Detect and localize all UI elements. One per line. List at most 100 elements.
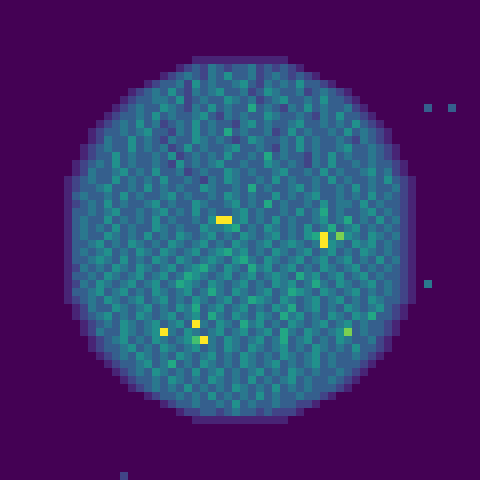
cell: [112, 400, 121, 409]
cell: [448, 440, 457, 449]
cell: [392, 328, 401, 337]
cell: [112, 176, 121, 185]
cell: [408, 256, 417, 265]
cell: [192, 208, 201, 217]
cell: [200, 400, 209, 409]
cell: [376, 96, 385, 105]
cell: [424, 272, 433, 281]
cell: [416, 120, 425, 129]
cell: [448, 280, 457, 289]
cell: [160, 168, 169, 177]
cell: [336, 136, 345, 145]
cell: [344, 208, 353, 217]
cell: [392, 40, 401, 49]
cell: [184, 408, 193, 417]
cell: [280, 328, 289, 337]
cell: [240, 376, 249, 385]
cell: [232, 288, 241, 297]
cell: [272, 456, 281, 465]
cell: [24, 288, 33, 297]
cell: [400, 304, 409, 313]
cell: [40, 360, 49, 369]
cell: [464, 336, 473, 345]
cell: [408, 288, 417, 297]
cell: [144, 456, 153, 465]
cell: [264, 344, 273, 353]
cell: [216, 136, 225, 145]
cell: [96, 224, 105, 233]
cell: [464, 24, 473, 33]
cell: [376, 360, 385, 369]
cell: [248, 112, 257, 121]
cell: [200, 184, 209, 193]
cell: [376, 152, 385, 161]
cell: [80, 264, 89, 273]
cell: [32, 384, 41, 393]
cell: [176, 264, 185, 273]
cell: [288, 64, 297, 73]
cell: [408, 200, 417, 209]
cell: [232, 376, 241, 385]
cell: [16, 464, 25, 473]
cell: [16, 272, 25, 281]
cell: [416, 344, 425, 353]
cell: [352, 80, 361, 89]
cell: [440, 376, 449, 385]
cell: [320, 72, 329, 81]
cell: [272, 112, 281, 121]
cell: [136, 88, 145, 97]
cell: [88, 152, 97, 161]
cell: [432, 328, 441, 337]
cell: [328, 64, 337, 73]
cell: [80, 216, 89, 225]
cell: [416, 56, 425, 65]
cell: [192, 24, 201, 33]
cell: [320, 280, 329, 289]
cell: [144, 168, 153, 177]
cell: [408, 16, 417, 25]
cell: [256, 376, 265, 385]
cell: [424, 320, 433, 329]
cell: [200, 160, 209, 169]
cell: [328, 256, 337, 265]
cell: [312, 376, 321, 385]
cell: [288, 80, 297, 89]
cell: [440, 144, 449, 153]
cell: [464, 256, 473, 265]
cell: [80, 160, 89, 169]
cell: [360, 80, 369, 89]
cell: [232, 168, 241, 177]
cell: [272, 88, 281, 97]
cell: [112, 304, 121, 313]
cell: [440, 24, 449, 33]
cell: [112, 376, 121, 385]
cell: [232, 408, 241, 417]
cell: [104, 432, 113, 441]
cell: [160, 248, 169, 257]
cell: [152, 48, 161, 57]
cell: [120, 384, 129, 393]
cell: [176, 440, 185, 449]
cell: [472, 296, 480, 305]
cell: [200, 416, 209, 425]
cell: [48, 344, 57, 353]
cell: [192, 384, 201, 393]
cell: [128, 448, 137, 457]
cell: [448, 160, 457, 169]
cell: [16, 120, 25, 129]
cell: [72, 360, 81, 369]
cell: [96, 312, 105, 321]
cell: [400, 416, 409, 425]
cell: [392, 200, 401, 209]
cell: [64, 128, 73, 137]
cell: [200, 272, 209, 281]
cell: [128, 400, 137, 409]
cell: [304, 320, 313, 329]
cell: [376, 64, 385, 73]
cell: [176, 288, 185, 297]
cell: [440, 200, 449, 209]
cell: [64, 112, 73, 121]
cell: [88, 112, 97, 121]
cell: [56, 432, 65, 441]
cell: [176, 40, 185, 49]
